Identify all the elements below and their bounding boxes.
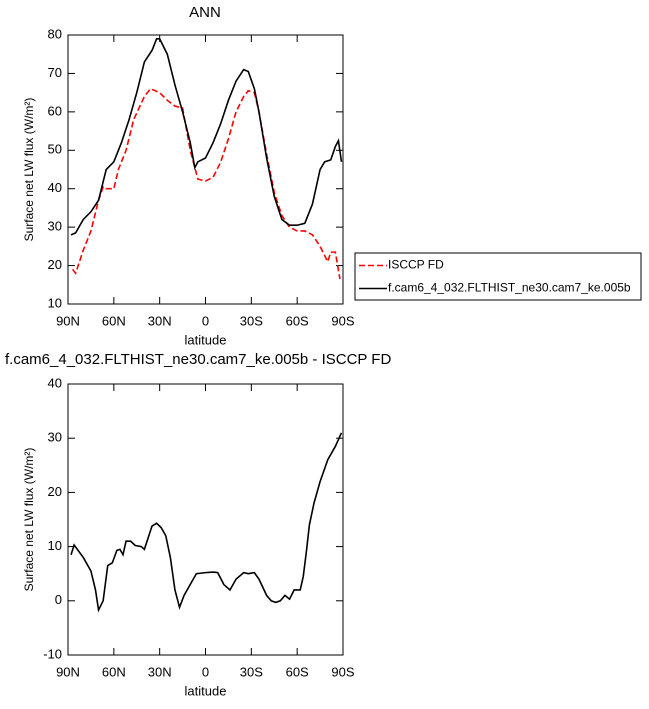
x-tick-label: 90S <box>331 664 354 679</box>
x-tick-label: 60N <box>102 664 126 679</box>
x-tick-label: 60N <box>102 313 126 328</box>
y-tick-label: 50 <box>48 142 62 157</box>
y-tick-label: 10 <box>48 295 62 310</box>
chart-title: ANN <box>189 4 221 21</box>
x-axis-label: latitude <box>185 332 227 347</box>
y-axis-label: Surface net LW flux (W/m²) <box>22 98 36 242</box>
legend-label: f.cam6_4_032.FLTHIST_ne30.cam7_ke.005b <box>388 281 631 295</box>
y-tick-label: 80 <box>48 26 62 41</box>
series-line <box>71 87 341 280</box>
x-tick-label: 0 <box>202 313 209 328</box>
x-tick-label: 90N <box>56 664 80 679</box>
chart-title: f.cam6_4_032.FLTHIST_ne30.cam7_ke.005b -… <box>5 351 391 368</box>
plot-frame <box>67 383 344 656</box>
x-tick-label: 30N <box>148 313 172 328</box>
y-tick-label: 40 <box>48 375 62 390</box>
plot-frame <box>67 34 344 305</box>
series-line <box>70 38 343 236</box>
x-tick-label: 30S <box>240 313 263 328</box>
x-tick-label: 0 <box>202 664 209 679</box>
x-tick-label: 60S <box>286 313 309 328</box>
x-tick-label: 90N <box>56 313 80 328</box>
y-tick-label: 20 <box>48 484 62 499</box>
x-axis-label: latitude <box>185 683 227 698</box>
y-tick-label: 30 <box>48 219 62 234</box>
y-axis-label: Surface net LW flux (W/m²) <box>22 448 36 592</box>
y-tick-label: 40 <box>48 180 62 195</box>
y-tick-label: 70 <box>48 65 62 80</box>
y-tick-label: 10 <box>48 538 62 553</box>
y-tick-label: 60 <box>48 103 62 118</box>
y-tick-label: 30 <box>48 430 62 445</box>
legend-frame <box>354 252 642 301</box>
series-line <box>70 432 343 613</box>
y-tick-label: 20 <box>48 257 62 272</box>
y-tick-label: 0 <box>55 592 62 607</box>
x-tick-label: 30N <box>148 664 172 679</box>
x-tick-label: 90S <box>331 313 354 328</box>
x-tick-label: 60S <box>286 664 309 679</box>
y-tick-label: -10 <box>43 646 62 661</box>
x-tick-label: 30S <box>240 664 263 679</box>
legend-label: ISCCP FD <box>388 258 444 272</box>
